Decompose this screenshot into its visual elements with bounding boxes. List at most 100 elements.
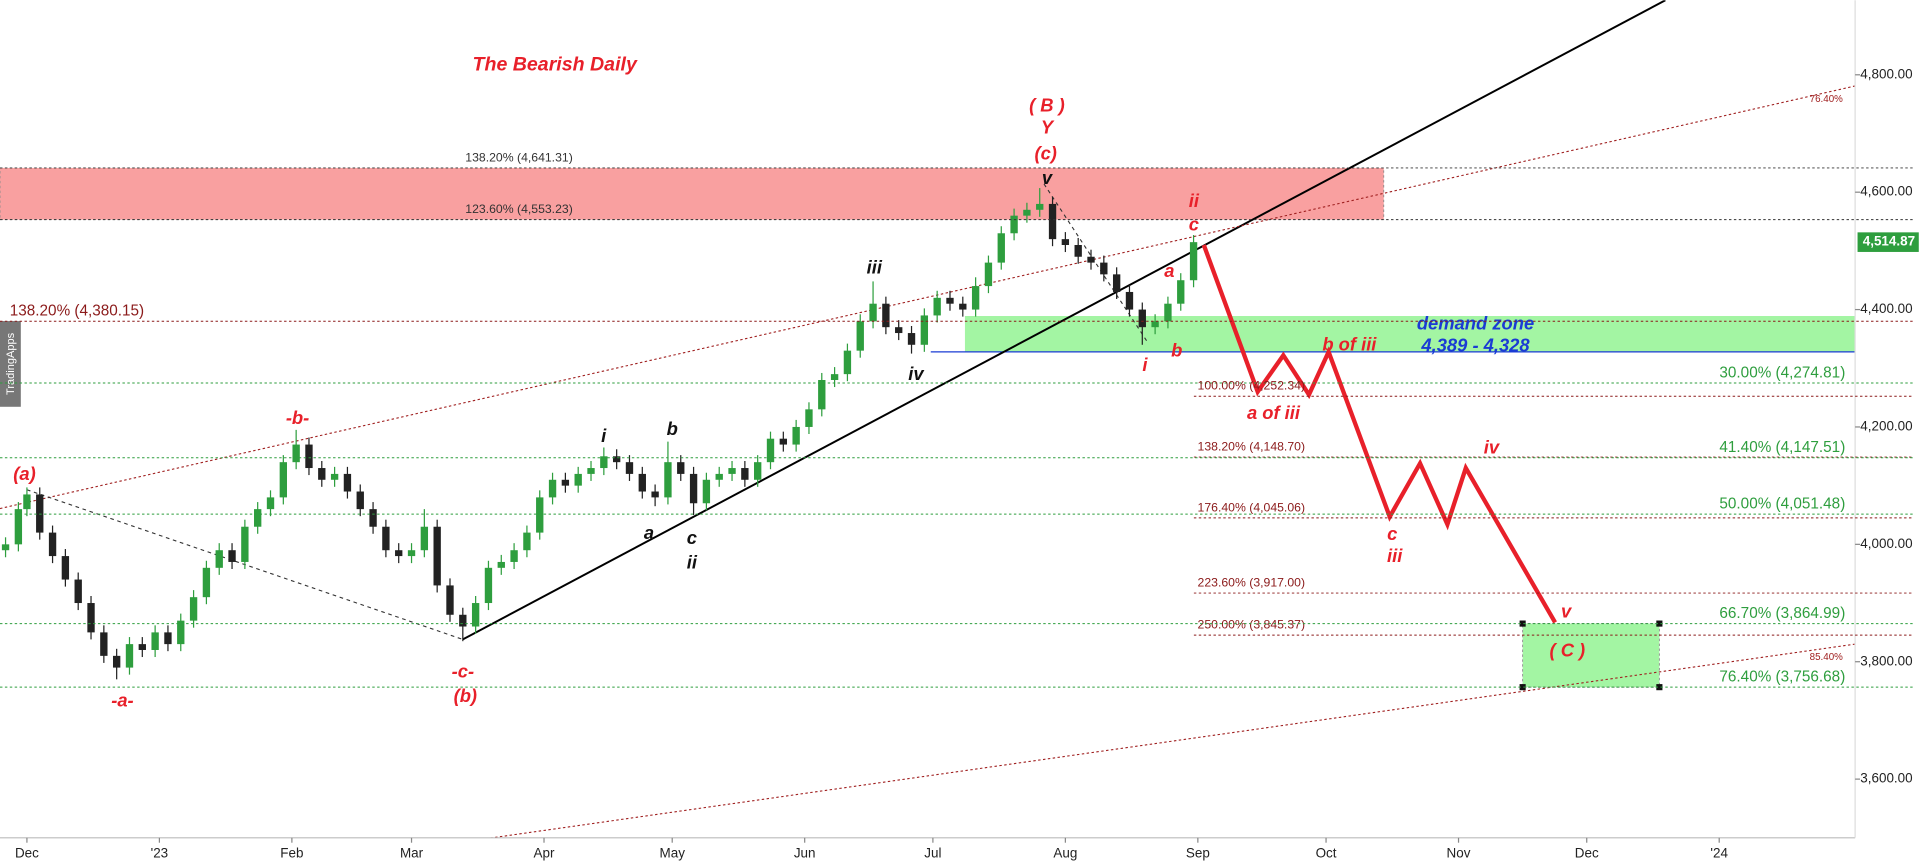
wave-label: ( C ) — [1549, 640, 1585, 661]
candle-body — [241, 526, 249, 562]
candle-body — [420, 526, 429, 551]
level-label: 41.40% (4,147.51) — [1719, 439, 1845, 456]
candle-body — [1048, 203, 1057, 240]
wave-label: -a- — [111, 690, 133, 711]
projection-line — [1201, 244, 1557, 624]
candle-body — [100, 632, 108, 656]
x-tick-label: '24 — [1710, 845, 1728, 860]
wave-label: b of iii — [1322, 333, 1377, 354]
candle-body — [433, 526, 441, 586]
trendline — [0, 85, 1856, 510]
trendline-label: 76.40% — [1810, 94, 1843, 105]
candle-body — [254, 509, 262, 527]
level-label: 138.20% (4,641.31) — [465, 150, 572, 164]
candle-body — [471, 603, 480, 627]
wave-label: (a) — [13, 463, 35, 484]
x-tick-label: Dec — [15, 845, 39, 860]
wave-label: a — [644, 522, 654, 543]
zone-handle — [1656, 620, 1663, 627]
candle-body — [792, 426, 800, 445]
candle-body — [318, 468, 326, 480]
candle-body — [741, 468, 749, 480]
candle-body — [959, 303, 967, 310]
candle-body — [818, 379, 826, 410]
candle-body — [869, 303, 877, 322]
candle-body — [830, 374, 839, 380]
candle-body — [625, 462, 634, 474]
candle-body — [1074, 245, 1082, 257]
last-price-badge — [1857, 232, 1919, 252]
candle-body — [946, 297, 954, 304]
x-tick-label: Oct — [1316, 845, 1337, 860]
wave-label: v — [1561, 600, 1573, 621]
x-tick-label: Nov — [1447, 845, 1471, 860]
candle-body — [459, 614, 467, 627]
level-label: 250.00% (3,845.37) — [1198, 618, 1305, 632]
y-tick-label: 3,800.00 — [1860, 653, 1912, 668]
level-label: 176.40% (4,045.06) — [1198, 500, 1305, 514]
x-tick-label: '23 — [151, 845, 169, 860]
zone-handle — [1519, 620, 1526, 627]
level-label: 100.00% (4,252.34) — [1198, 379, 1305, 393]
candle-body — [1125, 291, 1134, 310]
y-tick-label: 4,800.00 — [1860, 66, 1912, 81]
y-tick-label: 4,000.00 — [1860, 536, 1912, 551]
y-tick-label: 3,600.00 — [1860, 771, 1912, 786]
wave-label: ii — [687, 551, 698, 572]
candle-body — [754, 462, 762, 480]
candle-body — [61, 556, 70, 580]
candle-body — [728, 468, 736, 474]
candle-body — [677, 462, 685, 474]
wave-label: c — [687, 527, 697, 548]
candle-body — [151, 632, 159, 650]
zone-handle — [1656, 684, 1663, 691]
candle-body — [279, 462, 288, 498]
candle-body — [1087, 256, 1095, 263]
candle-body — [702, 479, 711, 504]
candle-body — [1177, 280, 1185, 304]
zone — [1522, 623, 1660, 688]
wave-label: ( B ) — [1029, 95, 1065, 116]
candle-body — [356, 491, 364, 510]
wave-label: a — [1164, 260, 1174, 281]
candle-body — [1164, 303, 1172, 322]
zone-sublabel: 4,389 - 4,328 — [1420, 335, 1530, 356]
watermark-box — [0, 321, 21, 407]
candle-body — [164, 632, 172, 645]
x-tick-label: Jun — [794, 845, 816, 860]
candle-body — [369, 509, 377, 527]
candle-body — [971, 286, 980, 310]
candle-body — [882, 303, 890, 328]
wave-label: a of iii — [1247, 402, 1301, 423]
level-label: 138.20% (4,380.15) — [10, 302, 144, 319]
candle-body — [548, 479, 557, 498]
x-tick-label: May — [660, 845, 686, 860]
wave-label: -b- — [286, 407, 309, 428]
candle-body — [1061, 239, 1070, 246]
level-label: 30.00% (4,274.81) — [1719, 364, 1845, 381]
candle-body — [1138, 309, 1146, 328]
wave-label: c — [1387, 523, 1397, 544]
x-tick-label: Aug — [1053, 845, 1077, 860]
zone-handle — [1519, 684, 1526, 691]
wave-label: c — [1189, 213, 1199, 234]
candle-body — [228, 550, 236, 562]
zone — [0, 167, 1385, 221]
candle-body — [189, 597, 198, 621]
candle-body — [266, 497, 275, 510]
last-price-label: 4,514.87 — [1863, 234, 1915, 249]
candle-body — [14, 509, 23, 545]
zone — [964, 316, 1856, 352]
candle-body — [343, 473, 352, 492]
candle-body — [125, 644, 134, 668]
wave-label: (c) — [1034, 142, 1056, 163]
y-tick-label: 4,600.00 — [1860, 184, 1912, 199]
candle-body — [651, 491, 659, 498]
watermark: TradingApps — [5, 332, 17, 395]
candle-body — [612, 456, 621, 463]
candle-body — [587, 468, 595, 474]
candle-body — [87, 603, 95, 633]
wave-label: i — [601, 425, 607, 446]
trendline — [488, 643, 1856, 838]
